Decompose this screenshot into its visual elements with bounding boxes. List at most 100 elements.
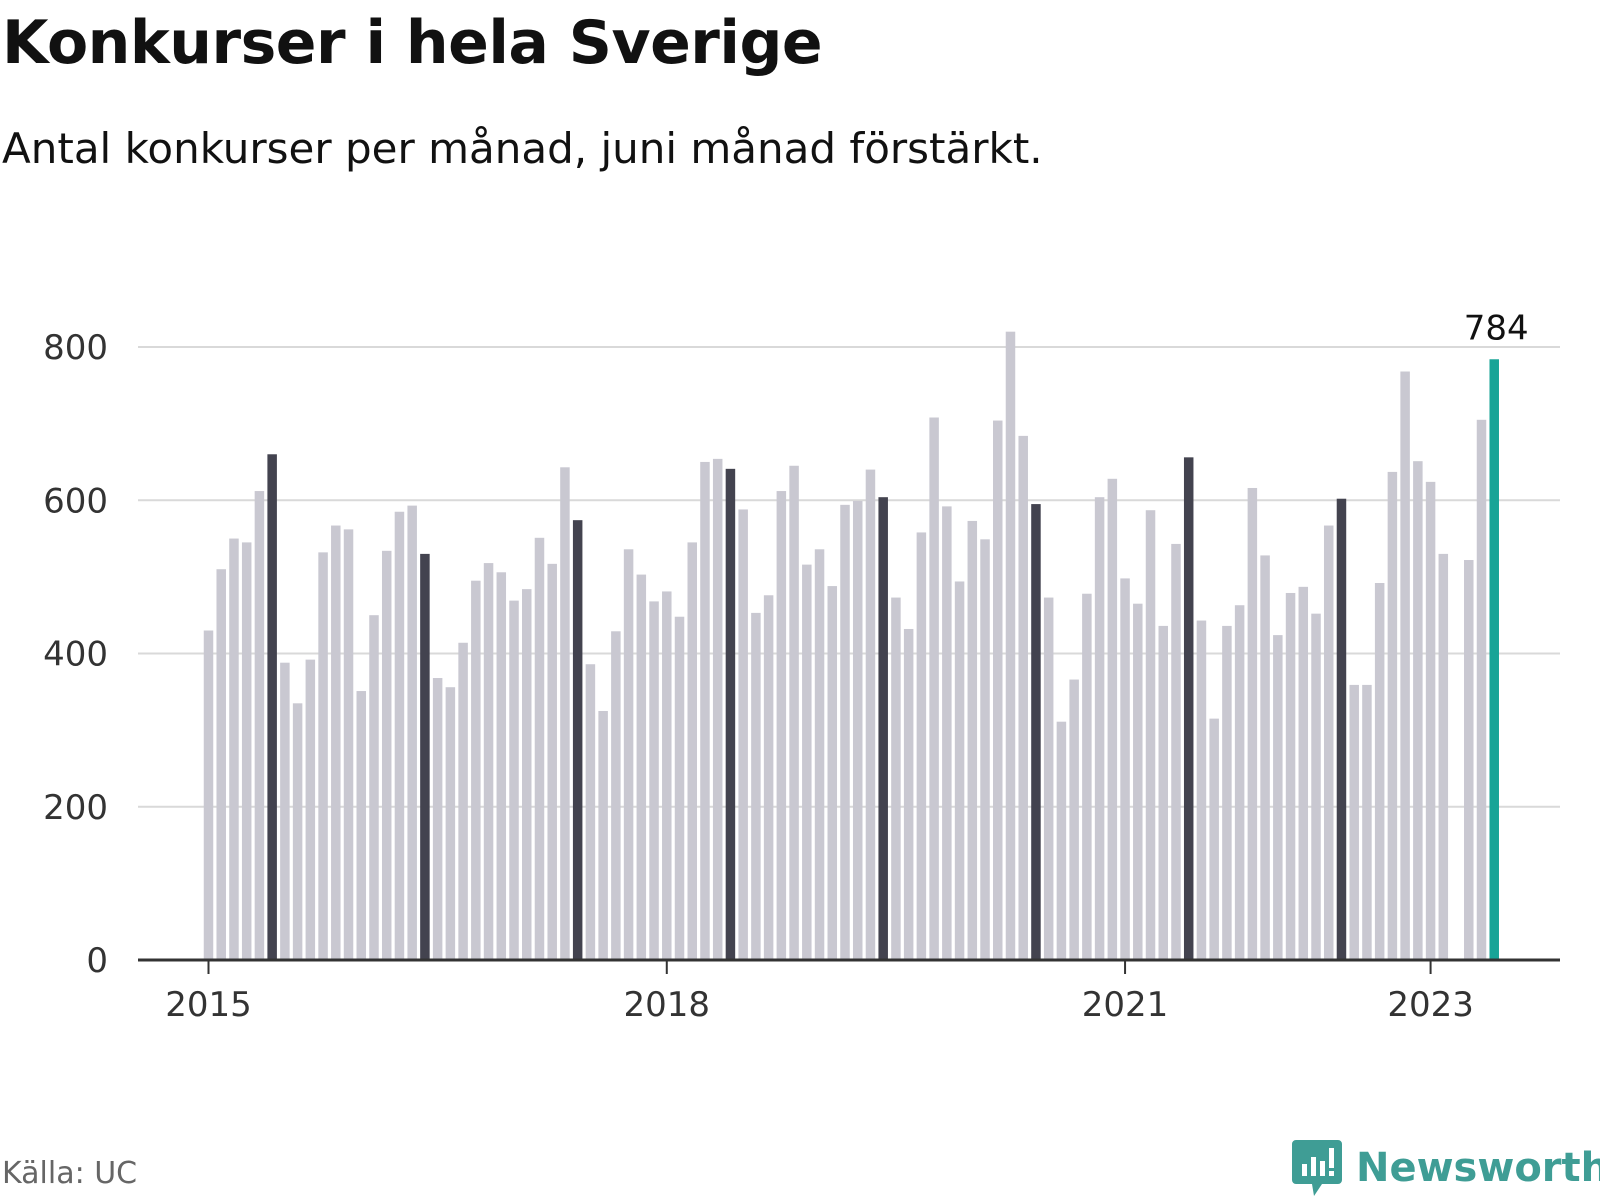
bar bbox=[1425, 481, 1436, 960]
bar bbox=[891, 597, 901, 960]
newsworthy-logo-icon bbox=[1292, 1140, 1342, 1196]
bar bbox=[356, 691, 367, 960]
bar bbox=[954, 581, 965, 960]
bar bbox=[254, 491, 265, 960]
bar bbox=[852, 501, 863, 960]
bar bbox=[878, 497, 888, 960]
bar bbox=[1234, 605, 1245, 960]
bar bbox=[496, 572, 507, 960]
bar bbox=[980, 539, 990, 960]
bar bbox=[636, 574, 647, 960]
chart-subtitle: Antal konkurser per månad, juni månad fö… bbox=[2, 124, 1043, 173]
bar-chart: 0 200 400 600 800 2015 2018 2021 2023 784 bbox=[43, 308, 1560, 1025]
bar bbox=[394, 511, 405, 960]
bar bbox=[1298, 586, 1309, 960]
x-tick-label: 2018 bbox=[624, 985, 711, 1025]
bar bbox=[229, 538, 239, 960]
bar bbox=[1145, 510, 1156, 960]
bar bbox=[420, 553, 430, 960]
bar bbox=[1336, 498, 1347, 960]
bar bbox=[1183, 457, 1194, 960]
bar bbox=[1489, 359, 1499, 960]
bar bbox=[916, 532, 927, 960]
bar bbox=[1133, 603, 1143, 960]
bar bbox=[1209, 718, 1219, 960]
bar bbox=[292, 703, 303, 960]
bar bbox=[1107, 478, 1118, 960]
bar bbox=[993, 420, 1003, 960]
bar bbox=[318, 552, 328, 960]
bar bbox=[738, 509, 748, 960]
bar bbox=[1005, 331, 1016, 960]
bar bbox=[509, 600, 519, 960]
bar bbox=[1285, 592, 1296, 960]
bar bbox=[407, 505, 417, 960]
y-tick-label: 800 bbox=[43, 328, 108, 368]
bar bbox=[560, 467, 570, 960]
bar bbox=[802, 564, 812, 960]
bar bbox=[687, 542, 697, 960]
bar bbox=[1222, 625, 1232, 960]
bar bbox=[1018, 435, 1028, 960]
bar bbox=[483, 563, 494, 960]
bar bbox=[1387, 471, 1398, 960]
bar bbox=[1464, 560, 1474, 960]
bar bbox=[674, 616, 685, 960]
bar bbox=[598, 710, 608, 960]
bar bbox=[1031, 504, 1041, 960]
bar bbox=[458, 642, 468, 960]
bar bbox=[1476, 419, 1487, 960]
bar bbox=[267, 454, 277, 960]
bar bbox=[343, 529, 354, 960]
bar bbox=[1196, 620, 1207, 960]
bar bbox=[471, 580, 481, 960]
bar bbox=[280, 662, 290, 960]
bar bbox=[1260, 555, 1270, 960]
bar bbox=[840, 504, 850, 960]
x-tick-label: 2015 bbox=[165, 985, 252, 1025]
bar bbox=[776, 491, 787, 960]
bar bbox=[1247, 487, 1258, 960]
bar bbox=[572, 520, 583, 960]
bar bbox=[585, 664, 596, 960]
bar bbox=[1094, 497, 1105, 960]
bar bbox=[827, 586, 838, 960]
bar bbox=[331, 525, 341, 960]
bar bbox=[763, 595, 774, 960]
bar bbox=[445, 687, 456, 960]
bar bbox=[1400, 371, 1410, 960]
bar bbox=[700, 461, 710, 960]
bar bbox=[611, 631, 621, 960]
bar bbox=[712, 458, 723, 960]
bar bbox=[522, 589, 532, 960]
bar bbox=[305, 659, 316, 960]
x-tick-label: 2021 bbox=[1082, 985, 1169, 1025]
y-tick-label: 400 bbox=[43, 635, 108, 675]
bar bbox=[1056, 721, 1067, 960]
bar bbox=[814, 549, 825, 960]
y-tick-label: 0 bbox=[86, 941, 108, 981]
bar bbox=[1273, 635, 1283, 960]
bar bbox=[751, 612, 761, 960]
bar bbox=[789, 465, 799, 960]
bar bbox=[1438, 553, 1449, 960]
bar bbox=[903, 628, 914, 960]
bar bbox=[1362, 684, 1372, 960]
bar bbox=[1043, 597, 1054, 960]
bar bbox=[1069, 679, 1079, 960]
brand[interactable]: Newsworthy bbox=[1292, 1140, 1600, 1196]
bar bbox=[1120, 578, 1130, 960]
bar bbox=[216, 569, 226, 960]
bar bbox=[929, 417, 939, 960]
bar bbox=[1158, 625, 1168, 960]
bar bbox=[1349, 684, 1359, 960]
bar bbox=[967, 520, 978, 960]
bar bbox=[369, 615, 379, 960]
chart-title: Konkurser i hela Sverige bbox=[2, 8, 823, 78]
value-label-latest: 784 bbox=[1464, 308, 1529, 348]
bar bbox=[534, 537, 545, 960]
bar bbox=[725, 468, 736, 960]
bar bbox=[381, 550, 392, 960]
bar bbox=[1323, 525, 1334, 960]
bar bbox=[203, 630, 214, 960]
